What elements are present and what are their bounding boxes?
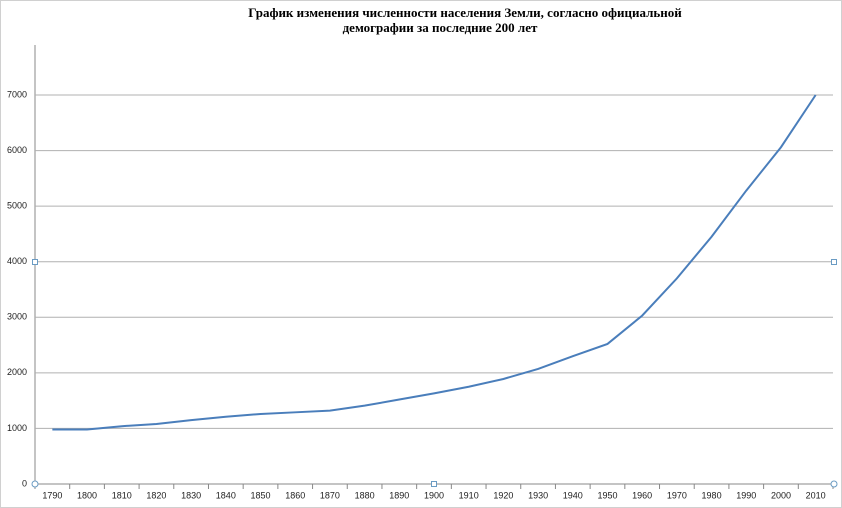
y-tick-label: 5000 [7, 201, 27, 211]
y-tick-label: 6000 [7, 145, 27, 155]
x-tick-label: 1840 [216, 490, 236, 500]
x-tick-label: 1940 [563, 490, 583, 500]
x-tick-label: 1890 [389, 490, 409, 500]
x-tick-label: 1900 [424, 490, 444, 500]
y-tick-label: 4000 [7, 256, 27, 266]
x-tick-label: 1930 [528, 490, 548, 500]
x-tick-label: 1790 [42, 490, 62, 500]
y-tick-label: 1000 [7, 423, 27, 433]
selection-handle [830, 480, 838, 488]
line [52, 94, 817, 431]
x-tick-label: 1830 [181, 490, 201, 500]
selection-handle [32, 259, 38, 265]
x-tick-label: 1950 [597, 490, 617, 500]
x-tick-label: 1820 [146, 490, 166, 500]
x-tick-label: 2010 [806, 490, 826, 500]
y-tick-label: 3000 [7, 312, 27, 322]
x-tick-label: 1990 [736, 490, 756, 500]
y-tick-label: 2000 [7, 367, 27, 377]
x-tick-label: 1910 [459, 490, 479, 500]
y-tick-label: 0 [22, 478, 27, 488]
x-tick-label: 1970 [667, 490, 687, 500]
chart-title: демографии за последние 200 лет [343, 20, 538, 35]
x-tick-label: 1810 [112, 490, 132, 500]
selection-handle [31, 480, 39, 488]
y-tick-label: 7000 [7, 89, 27, 99]
x-tick-label: 1980 [702, 490, 722, 500]
x-tick-label: 1850 [251, 490, 271, 500]
x-tick-label: 2000 [771, 490, 791, 500]
x-tick-label: 1880 [355, 490, 375, 500]
x-tick-label: 1870 [320, 490, 340, 500]
selection-handle [831, 259, 837, 265]
x-tick-label: 1960 [632, 490, 652, 500]
selection-handle [431, 481, 437, 487]
x-tick-label: 1860 [285, 490, 305, 500]
x-tick-label: 1800 [77, 490, 97, 500]
chart-title: График изменения численности населения З… [248, 5, 682, 20]
x-tick-label: 1920 [493, 490, 513, 500]
